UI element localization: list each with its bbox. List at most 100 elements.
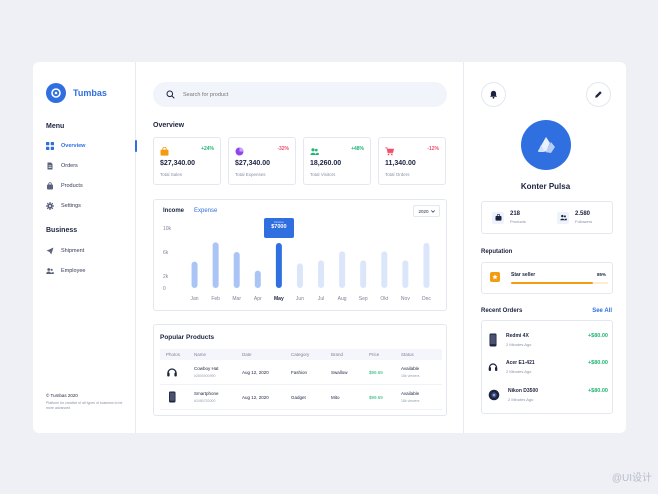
followers-stat[interactable]: 2.580 Followers: [547, 202, 612, 233]
x-tick-label: Apr: [254, 296, 262, 302]
product-name: Smartphone: [194, 391, 219, 396]
product-name-cell: Smartphone #2480752000: [194, 391, 242, 403]
order-price: +$80.00: [587, 360, 608, 366]
see-all-link[interactable]: See All: [592, 308, 612, 314]
bar-sep[interactable]: [360, 260, 367, 288]
order-item[interactable]: Nikon D3500 2 Minutes Ago +$80.00: [488, 384, 608, 406]
sidebar-item-products[interactable]: Products: [46, 180, 136, 192]
product-date: Aug 12, 2020: [242, 394, 269, 400]
sidebar-item-orders[interactable]: Orders: [46, 160, 136, 172]
order-time: 2 Minutes Ago: [506, 369, 532, 374]
footer-description: Platform for creative of all types of bu…: [46, 401, 123, 410]
product-code: #2800000990: [194, 374, 216, 378]
popular-products-title: Popular Products: [160, 334, 215, 341]
stat-card-expenses[interactable]: -32% $27,340.00 Total Expenses: [228, 137, 296, 185]
order-time: 2 Minutes Ago: [508, 397, 534, 402]
sidebar-item-employee[interactable]: Employee: [46, 265, 136, 277]
stat-change: -12%: [427, 146, 439, 152]
products-stat[interactable]: 218 Products: [482, 202, 547, 233]
year-select[interactable]: 2020: [413, 205, 440, 217]
store-avatar[interactable]: [521, 120, 571, 170]
notification-button[interactable]: [481, 82, 506, 107]
bar-dec[interactable]: [423, 243, 430, 288]
reputation-label: Star seller: [511, 272, 536, 278]
search-bar[interactable]: [153, 82, 447, 107]
sidebar-item-settings[interactable]: Settings: [46, 200, 136, 212]
y-tick-label: 2k: [163, 274, 169, 280]
table-row[interactable]: Cowboy Hat #2800000990 Aug 12, 2020 Fashi…: [160, 360, 442, 385]
footer-copyright: © Tumbas 2020: [46, 393, 78, 398]
y-tick-label: 10k: [163, 226, 172, 232]
reputation-percent: 85%: [596, 272, 606, 277]
stat-card-visitors[interactable]: +48% 18,260.00 Total Visitors: [303, 137, 371, 185]
tab-income[interactable]: Income: [163, 208, 185, 214]
stat-change: -32%: [277, 146, 289, 152]
income-chart-card: Income Expense 2020 0 2k 6k 10k Jan Feb Mar Apr…: [153, 199, 447, 311]
camera-icon: [488, 389, 500, 401]
table-row[interactable]: Smartphone #2480752000 Aug 12, 2020 Gadge…: [160, 385, 442, 410]
order-name: Acer E1-421: [506, 360, 535, 366]
x-tick-label: Nov: [401, 296, 410, 302]
bar-feb[interactable]: [212, 242, 219, 288]
bag-icon: [46, 182, 54, 190]
x-tick-label: Jul: [318, 296, 324, 302]
order-price: +$80.00: [587, 388, 608, 394]
column-header: Name: [194, 352, 207, 357]
chart-tooltip: Income $7000: [263, 218, 294, 238]
active-indicator: [135, 140, 137, 152]
bar-may[interactable]: [275, 243, 282, 288]
tab-expense[interactable]: Expense: [194, 208, 218, 214]
order-item[interactable]: Acer E1-421 2 Minutes Ago +$80.00: [488, 356, 608, 378]
headphones-icon: [488, 363, 498, 371]
order-item[interactable]: Redmi 4X 2 Minutes Ago +$80.00: [488, 329, 608, 351]
product-code: #2480752000: [194, 399, 216, 403]
bar-nov[interactable]: [402, 260, 409, 288]
bar-jul[interactable]: [318, 260, 325, 288]
pie-icon: [235, 147, 244, 156]
product-category: Fashion: [291, 369, 308, 375]
reputation-progress: [511, 282, 594, 284]
stat-value: $27,340.00: [235, 160, 271, 167]
store-name: Konter Pulsa: [520, 182, 571, 191]
product-date: Aug 12, 2020: [242, 369, 269, 375]
bar-okt[interactable]: [381, 251, 388, 288]
dashboard-card: Tumbas Menu Overview Orders Products: [33, 62, 626, 433]
stat-card-orders[interactable]: -12% 11,340.00 Total Orders: [378, 137, 446, 185]
star-badge-icon: [490, 272, 500, 282]
product-category: Gadget: [291, 394, 306, 400]
edit-button[interactable]: [586, 82, 611, 107]
phone-icon: [169, 391, 176, 402]
sidebar-item-overview[interactable]: Overview: [46, 140, 137, 152]
app-name: Tumbas: [73, 88, 107, 98]
x-tick-label: Sep: [359, 296, 368, 302]
order-time: 2 Minutes Ago: [506, 342, 532, 347]
profile-stats: 218 Products 2.580 Followers: [481, 201, 613, 234]
bar-mar[interactable]: [233, 252, 240, 288]
income-bar-chart: 0 2k 6k 10k Jan Feb Mar Apr May Jun Jul Aug Sep Okt No…: [163, 226, 431, 302]
product-name-cell: Cowboy Hat #2800000990: [194, 366, 242, 378]
search-input[interactable]: [183, 91, 383, 98]
sidebar-item-label: Settings: [61, 203, 81, 209]
document-icon: [46, 162, 54, 170]
bar-jun[interactable]: [296, 263, 303, 288]
bar-apr[interactable]: [254, 270, 261, 288]
sidebar-item-label: Overview: [61, 143, 86, 149]
search-icon: [166, 86, 175, 104]
menu-title: Menu: [46, 123, 65, 130]
column-header: Brand: [331, 352, 344, 357]
bag-icon: [160, 146, 169, 156]
stat-card-sales[interactable]: +24% $27,340.00 Total Sales: [153, 137, 221, 185]
phone-icon: [489, 333, 497, 347]
logo[interactable]: Tumbas: [46, 83, 107, 103]
x-tick-label: Okt: [380, 296, 388, 302]
bell-icon: [490, 90, 497, 99]
order-name: Nikon D3500: [508, 388, 539, 394]
y-tick-label: 6k: [163, 250, 169, 256]
product-status-cell: Available 18k viewers: [401, 391, 441, 403]
reputation-track: [511, 282, 608, 284]
product-status-cell: Available 18k viewers: [401, 366, 441, 378]
sidebar-item-shipment[interactable]: Shipment: [46, 245, 136, 257]
stat-value: 11,340.00: [385, 160, 416, 167]
bar-aug[interactable]: [339, 251, 346, 288]
bar-jan[interactable]: [191, 261, 198, 288]
